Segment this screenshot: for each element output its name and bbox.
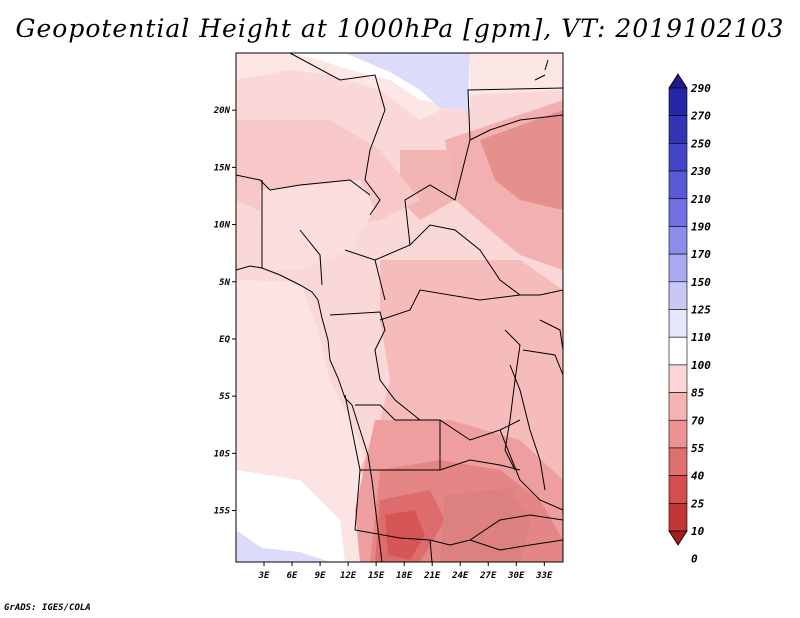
lon-label: 27E — [479, 571, 497, 581]
colorbar-swatch — [668, 447, 688, 476]
colorbar-label: 0 — [691, 553, 698, 566]
colorbar-label: 230 — [690, 165, 711, 178]
colorbar-label: 10 — [691, 525, 705, 538]
lat-label: EQ — [219, 335, 230, 345]
colorbar-swatch — [668, 87, 688, 116]
colorbar-swatch — [668, 253, 688, 283]
lon-label: 21E — [423, 571, 441, 581]
colorbar-label: 210 — [690, 193, 711, 206]
longitude-axis: 3E 6E 9E 12E 15E 18E 21E 24E 27E 30E 33E — [258, 562, 553, 581]
lon-label: 6E — [287, 571, 298, 581]
colorbar-label: 170 — [691, 248, 711, 261]
colorbar: 2902702502302101901701501251101008570554… — [668, 73, 711, 566]
colorbar-swatch — [668, 392, 688, 421]
lat-label: 5N — [219, 278, 230, 288]
geopotential-field — [236, 53, 563, 562]
colorbar-label: 55 — [691, 442, 705, 455]
colorbar-label: 290 — [690, 82, 711, 95]
colorbar-swatch — [668, 281, 688, 310]
colorbar-label: 100 — [691, 359, 711, 372]
colorbar-swatch — [668, 503, 688, 532]
country-borders — [236, 53, 563, 562]
colorbar-label: 190 — [691, 220, 711, 233]
lon-label: 12E — [340, 571, 357, 581]
colorbar-label: 250 — [690, 137, 711, 150]
latitude-axis: 20N 15N 10N 5N EQ 5S 10S 15S — [213, 106, 236, 517]
colorbar-label: 40 — [691, 470, 705, 483]
lon-label: 24E — [451, 571, 469, 581]
colorbar-swatch — [668, 143, 688, 172]
lat-label: 10S — [214, 449, 231, 459]
colorbar-swatch — [668, 336, 688, 366]
lat-label: 20N — [213, 106, 231, 116]
lon-label: 33E — [535, 571, 553, 581]
colorbar-swatch — [668, 115, 688, 144]
colorbar-swatch — [668, 419, 688, 449]
colorbar-label: 110 — [691, 331, 711, 344]
lon-label: 3E — [258, 571, 270, 581]
lon-label: 15E — [368, 571, 385, 581]
colorbar-label: 70 — [691, 414, 705, 427]
colorbar-swatch — [668, 73, 688, 89]
lat-label: 15S — [214, 507, 231, 517]
colorbar-swatch — [668, 170, 688, 200]
lat-label: 10N — [214, 221, 231, 231]
chart-title: Geopotential Height at 1000hPa [gpm], VT… — [15, 14, 785, 43]
colorbar-swatch — [668, 198, 688, 227]
colorbar-swatch — [668, 309, 688, 338]
lat-label: 15N — [214, 163, 231, 173]
colorbar-label: 270 — [690, 110, 711, 123]
lon-label: 30E — [507, 571, 525, 581]
colorbar-label: 85 — [691, 387, 705, 400]
colorbar-label: 150 — [691, 276, 711, 289]
colorbar-swatch — [668, 530, 688, 546]
colorbar-swatch — [668, 475, 688, 504]
map-frame — [235, 52, 564, 563]
colorbar-swatch — [668, 226, 688, 255]
lon-label: 9E — [315, 571, 326, 581]
lat-label: 5S — [219, 392, 230, 402]
lon-label: 18E — [396, 571, 413, 581]
colorbar-label: 25 — [690, 497, 705, 510]
colorbar-label: 125 — [691, 304, 711, 317]
software-credit: GrADS: IGES/COLA — [4, 603, 91, 613]
colorbar-swatch — [668, 364, 688, 393]
